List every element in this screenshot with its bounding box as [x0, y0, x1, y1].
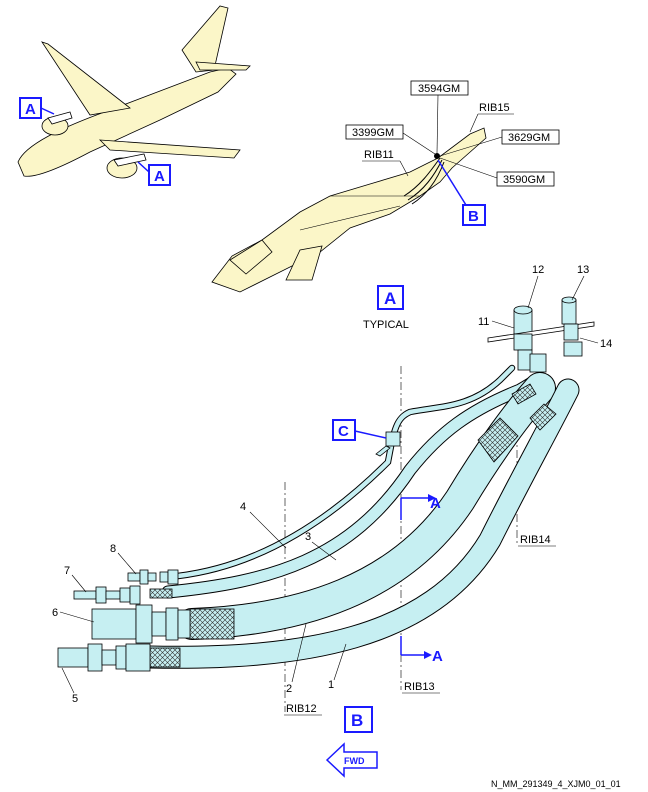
item-13: 13	[577, 264, 589, 276]
svg-text:RIB13: RIB13	[404, 681, 435, 693]
aircraft-overview	[17, 5, 251, 179]
view-a-subtitle: TYPICAL	[363, 319, 409, 331]
zone-label-3594gm: 3594GM	[418, 83, 460, 95]
drawing-reference: N_MM_291349_4_XJM0_01_01	[491, 779, 621, 789]
view-a-title-letter: A	[384, 289, 396, 308]
section-arrow-a-top: A	[400, 494, 441, 520]
item-5: 5	[72, 693, 78, 705]
rib-label-rib12: RIB12	[284, 703, 322, 716]
callout-a-topleft[interactable]: A	[19, 97, 55, 119]
item-11: 11	[478, 316, 489, 328]
svg-text:RIB15: RIB15	[479, 102, 510, 114]
zone-label-3399gm: 3399GM	[352, 127, 394, 139]
item-2: 2	[286, 683, 292, 695]
zone-label-3629gm: 3629GM	[508, 132, 550, 144]
rib-label-rib13: RIB13	[402, 681, 440, 694]
braid-sections	[149, 383, 557, 668]
view-b-title-letter: B	[351, 711, 363, 730]
engine-pylon-highlight-right	[113, 153, 147, 167]
item-6: 6	[52, 607, 58, 619]
callout-a-engine-label: A	[154, 168, 165, 185]
zone-junction-point	[434, 153, 440, 159]
aircraft-left-wing	[41, 41, 131, 116]
callout-a-engine[interactable]: A	[137, 161, 171, 186]
view-a-title: A TYPICAL	[363, 285, 409, 331]
fittings-left	[57, 569, 191, 672]
zone-label-3590gm: 3590GM	[503, 174, 545, 186]
aircraft-fin	[181, 5, 229, 73]
item-1: 1	[328, 679, 334, 691]
view-a-pylon	[211, 127, 487, 293]
svg-text:RIB11: RIB11	[364, 149, 394, 161]
item-8: 8	[110, 543, 116, 555]
rib-label-rib11: RIB11	[362, 149, 409, 177]
fwd-arrow-label: FWD	[344, 756, 365, 766]
pylon-pipe-bundle	[403, 157, 441, 197]
item-7: 7	[64, 565, 70, 577]
zone-box-3629gm: 3629GM	[439, 129, 560, 157]
section-arrow-a-bottom: A	[400, 636, 443, 665]
callout-a-topleft-label: A	[25, 101, 36, 118]
pylon-lower-fairing	[285, 245, 323, 281]
callout-b-wing-label: B	[468, 208, 479, 225]
callout-b-wing[interactable]: B	[437, 159, 486, 226]
aircraft-right-wing	[98, 139, 241, 159]
fittings-top	[487, 296, 595, 373]
item-4: 4	[240, 501, 246, 513]
item-numbers	[59, 275, 599, 694]
fwd-arrow: FWD	[325, 742, 378, 778]
clamp-c	[375, 431, 401, 457]
item-3: 3	[305, 531, 311, 543]
pylon-body	[211, 127, 487, 293]
aircraft-htail	[195, 61, 251, 71]
aircraft-fuselage	[17, 67, 237, 177]
rib-label-rib14: RIB14	[518, 534, 556, 547]
view-b-title: B	[344, 706, 373, 733]
item-12: 12	[532, 264, 544, 276]
svg-text:A: A	[430, 495, 441, 512]
item-14: 14	[600, 338, 612, 350]
engine-pylon-highlight-left	[47, 111, 73, 125]
svg-text:A: A	[432, 648, 443, 665]
pylon-forward-cowl	[229, 239, 273, 275]
rib-label-rib15: RIB15	[469, 102, 514, 133]
zone-box-3594gm: 3594GM	[410, 80, 469, 154]
svg-text:RIB12: RIB12	[286, 703, 317, 715]
zone-box-3590gm: 3590GM	[439, 157, 555, 187]
svg-text:RIB14: RIB14	[520, 534, 551, 546]
callout-c[interactable]: C	[332, 419, 387, 441]
callout-c-label: C	[338, 423, 349, 440]
zone-box-3399gm: 3399GM	[345, 124, 436, 155]
